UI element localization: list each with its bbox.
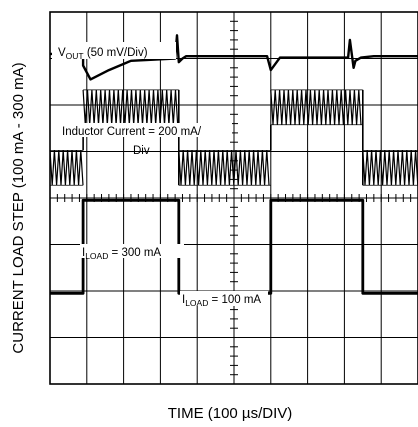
vout-trace <box>50 34 418 81</box>
vout-label: VOUT (50 mV/Div) <box>58 47 148 61</box>
y-axis-label: CURRENT LOAD STEP (100 mA - 300 mA) <box>10 62 27 353</box>
inductor-label-line2: Div <box>133 145 150 157</box>
inductor-current-segment <box>82 89 179 125</box>
inductor-current-segment <box>362 150 418 186</box>
iload-high-annotation: ILOAD = 300 mA <box>80 244 184 261</box>
iload-high-label: ILOAD = 300 mA <box>82 247 161 261</box>
vout-label-bg <box>52 42 176 59</box>
inductor-current-segment <box>270 89 362 125</box>
iload-low-annotation: ILOAD = 100 mA <box>180 291 268 308</box>
inductor-current-segment <box>49 150 84 186</box>
inductor-current-segment <box>178 150 270 186</box>
inductor-annotation: Inductor Current = 200 mA/ Div <box>60 123 232 157</box>
x-axis-label: TIME (100 µs/DIV) <box>168 405 293 422</box>
iload-high-label-bg <box>80 244 184 258</box>
inductor-label-bg <box>60 123 232 137</box>
grid <box>49 11 418 385</box>
iload-low-label-bg <box>180 291 268 306</box>
inductor-label-line1: Inductor Current = 200 mA/ <box>62 126 202 138</box>
vout-annotation: VOUT (50 mV/Div) <box>52 42 176 61</box>
iload-low-label: ILOAD = 100 mA <box>182 294 261 308</box>
